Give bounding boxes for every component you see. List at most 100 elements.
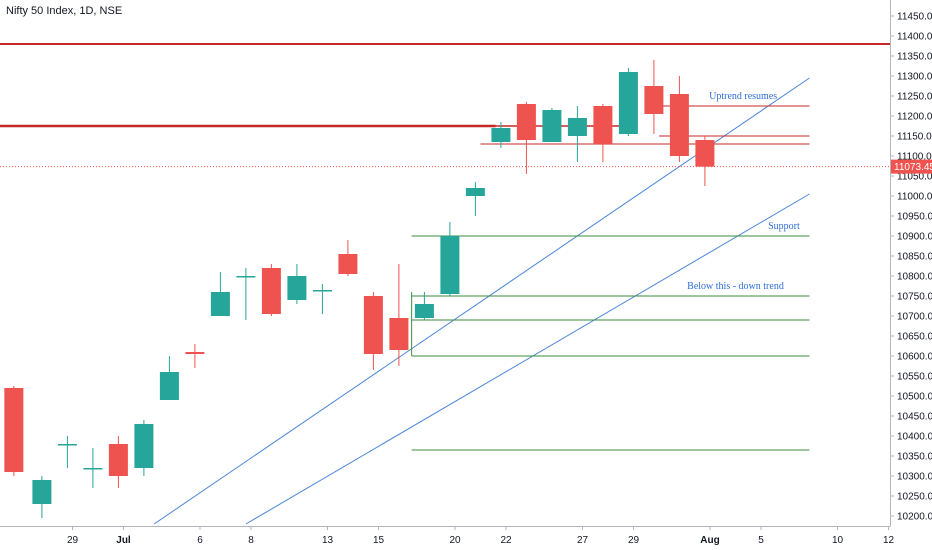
candle-body [542,110,562,142]
support-label: Support [768,221,800,232]
y-tick-label: 11150.00 [897,132,932,143]
x-tick-label: 27 [577,535,589,546]
y-tick-label: 10450.00 [897,412,932,423]
candle[interactable] [236,268,256,320]
y-tick-label: 10250.00 [897,492,932,503]
candle-body [108,444,128,476]
y-tick-label: 11250.00 [897,92,932,103]
y-tick-label: 10800.00 [897,272,932,283]
candle-body [414,304,434,318]
y-tick-label: 10400.00 [897,432,932,443]
candle[interactable] [185,344,205,368]
candle-body [491,128,511,142]
candle[interactable] [414,292,434,320]
y-tick-label: 11200.00 [897,112,932,123]
candle[interactable] [363,292,383,370]
candle[interactable] [644,60,664,134]
y-tick-label: 11000.00 [897,192,932,203]
y-tick-label: 11100.00 [897,152,932,163]
y-tick-label: 11350.00 [897,52,932,63]
candle[interactable] [159,356,179,400]
candle[interactable] [57,436,77,468]
y-tick-label: 10300.00 [897,472,932,483]
candle-body [516,104,536,140]
y-tick-label: 11050.00 [897,172,932,183]
candle-body [287,276,307,300]
candle-body [134,424,154,468]
candle[interactable] [134,420,154,476]
lower-trend-line[interactable] [245,193,810,525]
candle[interactable] [83,448,103,488]
candle-body [465,188,485,196]
candle[interactable] [261,264,281,316]
x-tick-label: 12 [883,535,895,546]
y-tick-label: 10600.00 [897,352,932,363]
candle[interactable] [465,182,485,216]
candle[interactable] [32,476,52,518]
candle-body [57,444,77,446]
candle[interactable] [389,264,409,366]
candle[interactable] [669,76,689,162]
x-tick-label: 15 [373,535,385,546]
candle[interactable] [567,106,587,162]
candle[interactable] [695,136,715,186]
y-tick-label: 11400.00 [897,32,932,43]
candle[interactable] [593,104,613,162]
x-tick-label: 29 [67,535,79,546]
uptrend-resumes-label: Uptrend resumes [709,91,777,102]
candle[interactable] [491,122,511,148]
candle-body [567,118,587,136]
x-tick-label: 29 [628,535,640,546]
candle[interactable] [4,386,24,476]
y-tick-label: 10550.00 [897,372,932,383]
candle-body [389,318,409,350]
candle-body [618,72,638,134]
x-tick-label: Jul [116,535,131,546]
x-tick-label: 8 [248,535,254,546]
candle-body [261,268,281,314]
y-tick-label: 11450.00 [897,12,932,23]
x-tick-label: 13 [322,535,334,546]
x-tick-label: 20 [449,535,461,546]
candle-body [593,106,613,144]
candle-body [695,140,715,167]
candle-body [363,296,383,354]
y-tick-label: 10700.00 [897,312,932,323]
candle-body [4,388,24,472]
candle[interactable] [440,222,460,296]
symbol-title: Nifty 50 Index, 1D, NSE [6,5,123,17]
candle-body [210,292,230,316]
below-this-label: Below this - down trend [687,281,784,292]
y-tick-label: 10900.00 [897,232,932,243]
candle[interactable] [516,102,536,174]
x-tick-label: Aug [700,535,719,546]
candle[interactable] [618,68,638,136]
y-tick-label: 11300.00 [897,72,932,83]
x-tick-label: 6 [197,535,203,546]
y-tick-label: 10750.00 [897,292,932,303]
plot-area[interactable]: Uptrend resumes Support Below this - down … [0,43,890,525]
y-tick-label: 10200.00 [897,512,932,523]
candle[interactable] [108,436,128,488]
last-price-label: 11073.45 [894,162,932,173]
candle-body [644,86,664,114]
candle[interactable] [338,240,358,276]
x-tick-label: 10 [832,535,844,546]
candle-body [312,290,332,292]
x-tick-label: 22 [500,535,512,546]
last-price-badge: 11073.45 [891,159,932,174]
candle-body [669,94,689,156]
candle-body [338,254,358,274]
candle[interactable] [210,272,230,316]
candle-body [83,468,103,470]
candle-body [32,480,52,504]
candle[interactable] [287,264,307,304]
candle[interactable] [542,108,562,142]
y-tick-label: 10350.00 [897,452,932,463]
candle[interactable] [312,284,332,314]
candle-body [440,236,460,294]
candle-body [159,372,179,400]
candle-body [236,276,256,278]
